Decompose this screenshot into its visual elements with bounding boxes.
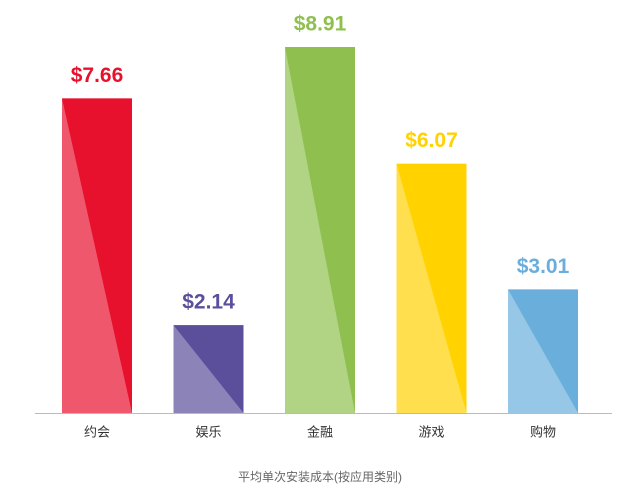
chart-title: 平均单次安装成本(按应用类别)	[238, 469, 402, 484]
x-tick-label: 金融	[307, 424, 333, 439]
x-tick-label: 购物	[530, 424, 556, 439]
bar	[285, 47, 355, 413]
value-label: $7.66	[71, 64, 124, 87]
bar-highlight	[62, 98, 132, 413]
x-tick-label: 约会	[84, 424, 110, 439]
bar	[508, 289, 578, 413]
bar	[62, 98, 132, 413]
value-label: $2.14	[182, 291, 235, 314]
value-label: $3.01	[517, 255, 570, 278]
x-tick-label: 游戏	[418, 424, 444, 439]
bar-highlight	[173, 325, 244, 413]
value-label: $8.91	[294, 13, 347, 36]
bar-highlight	[285, 47, 355, 413]
bar	[173, 325, 244, 413]
bar	[396, 163, 467, 413]
value-label: $6.07	[405, 129, 458, 152]
x-tick-label: 娱乐	[195, 424, 221, 439]
bar-highlight	[508, 289, 578, 413]
bar-highlight	[396, 163, 467, 413]
